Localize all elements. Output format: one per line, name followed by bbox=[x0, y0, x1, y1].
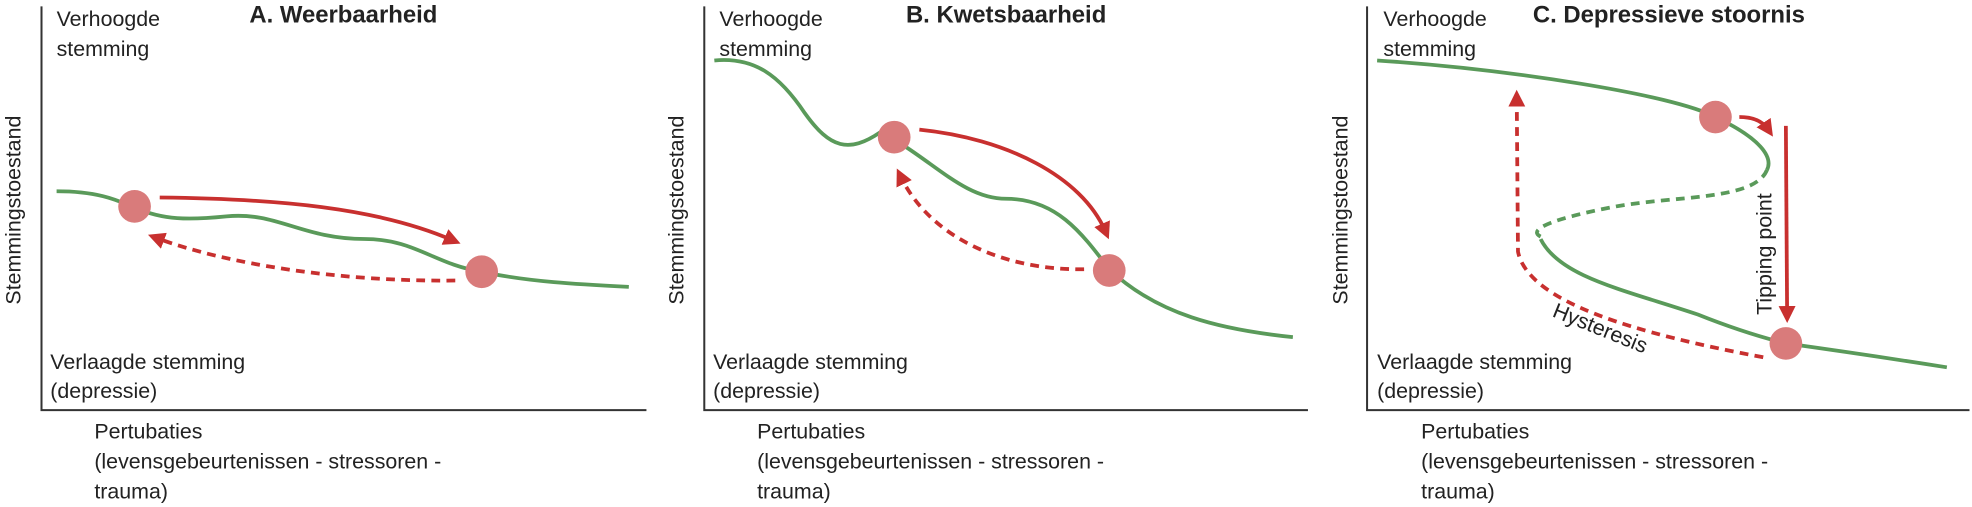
state-dot bbox=[877, 120, 911, 154]
bottom-label: Verlaagde stemming bbox=[1377, 350, 1572, 374]
x-axis-label: (levensgebeurtenissen - stressoren - bbox=[94, 450, 441, 474]
panel-b-shapes bbox=[703, 6, 1308, 412]
axes bbox=[40, 6, 647, 412]
top-label: stemming bbox=[719, 37, 812, 61]
state-dot bbox=[1092, 254, 1126, 287]
top-label: Verhoogde bbox=[1383, 7, 1486, 31]
top-label: Verhoogde bbox=[719, 7, 822, 31]
annotation: Tipping point bbox=[1752, 193, 1776, 315]
hysteresis-arrow bbox=[1508, 89, 1764, 360]
mood-curve-unstable bbox=[1535, 168, 1769, 239]
top-label: stemming bbox=[57, 37, 150, 61]
x-axis-label: Pertubaties bbox=[757, 419, 865, 443]
y-axis-label: Stemmingstoestand bbox=[2, 116, 26, 305]
axes bbox=[703, 6, 1308, 412]
bottom-label: (depressie) bbox=[1377, 379, 1484, 403]
state-dot bbox=[1769, 327, 1803, 360]
bottom-label: Verlaagde stemming bbox=[50, 350, 245, 374]
bottom-label: (depressie) bbox=[713, 379, 820, 403]
y-axis-label: Stemmingstoestand bbox=[1329, 116, 1353, 305]
return-arrow bbox=[896, 168, 1085, 272]
mood-curve bbox=[714, 58, 1294, 340]
bottom-label: Verlaagde stemming bbox=[713, 350, 908, 374]
x-axis-label: Pertubaties bbox=[1421, 419, 1529, 443]
arrow bbox=[1739, 115, 1773, 137]
x-axis-label: Pertubaties bbox=[94, 419, 202, 443]
return-arrow bbox=[147, 232, 456, 283]
x-axis-label: (levensgebeurtenissen - stressoren - bbox=[1421, 450, 1768, 474]
tipping-arrow bbox=[1778, 125, 1796, 323]
mood-curve-upper bbox=[1377, 58, 1771, 171]
y-axis-label: Stemmingstoestand bbox=[665, 116, 689, 305]
x-axis-label: trauma) bbox=[94, 480, 168, 504]
panel-title: A. Weerbaarheid bbox=[249, 2, 437, 29]
state-dot bbox=[1699, 100, 1732, 134]
bottom-label: (depressie) bbox=[50, 379, 157, 403]
mood-curve-lower bbox=[1538, 238, 1948, 370]
panel-title: B. Kwetsbaarheid bbox=[906, 2, 1106, 29]
x-axis-label: (levensgebeurtenissen - stressoren - bbox=[757, 450, 1104, 474]
x-axis-label: trauma) bbox=[757, 480, 831, 504]
panel-a-shapes bbox=[40, 6, 647, 412]
arrow bbox=[919, 127, 1110, 240]
axes bbox=[1366, 6, 1970, 412]
top-label: stemming bbox=[1383, 37, 1476, 61]
arrow bbox=[159, 195, 461, 245]
state-dot bbox=[465, 255, 499, 289]
x-axis-label: trauma) bbox=[1421, 480, 1495, 504]
top-label: Verhoogde bbox=[57, 7, 160, 31]
panel-title: C. Depressieve stoornis bbox=[1533, 2, 1805, 29]
state-dot bbox=[118, 189, 151, 223]
